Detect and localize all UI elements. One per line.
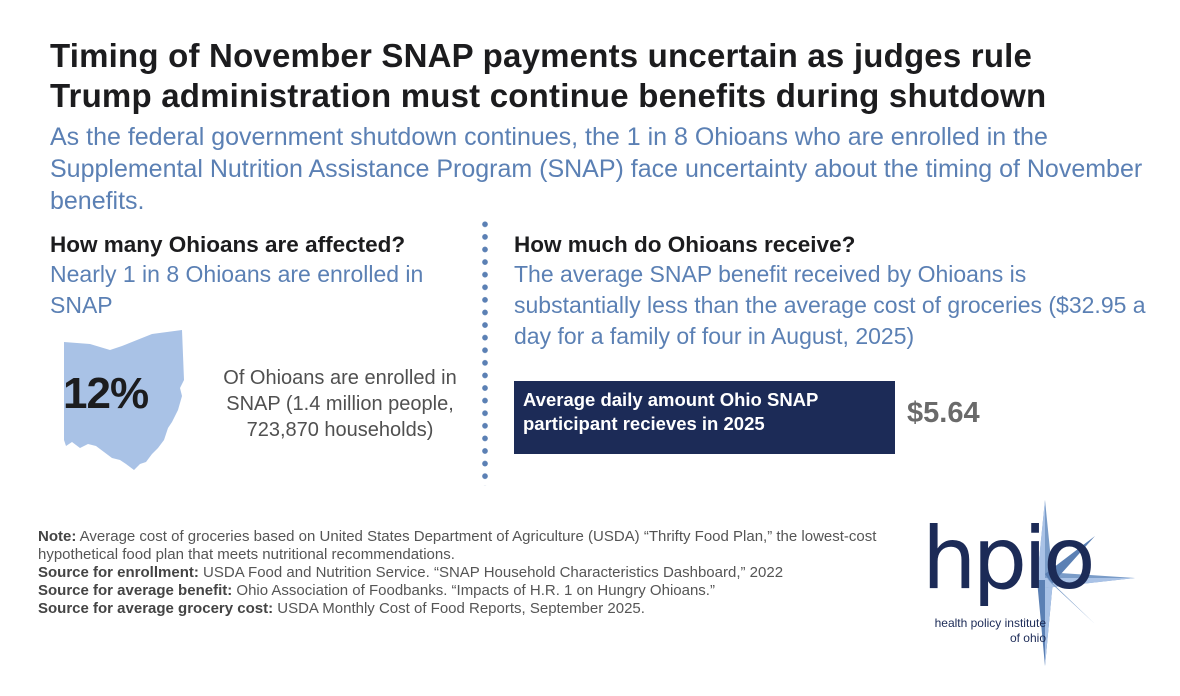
- compass-star-icon: [1037, 500, 1135, 666]
- source-benefit-line: Source for average benefit: Ohio Associa…: [38, 582, 715, 599]
- right-heading: How much do Ohioans receive?: [514, 232, 856, 257]
- benefit-label-box: Average daily amount Ohio SNAP participa…: [514, 381, 895, 454]
- source-grocery-line: Source for average grocery cost: USDA Mo…: [38, 600, 645, 617]
- left-subheading: Nearly 1 in 8 Ohioans are enrolled in SN…: [50, 261, 424, 318]
- title-line-1: Timing of November SNAP payments uncerta…: [50, 37, 1033, 74]
- note-line: Note: Average cost of groceries based on…: [38, 528, 877, 563]
- left-heading: How many Ohioans are affected?: [50, 232, 406, 257]
- title-line-2: Trump administration must continue benef…: [50, 77, 1047, 114]
- benefit-amount: $5.64: [907, 397, 980, 429]
- ohio-map-icon: [64, 330, 184, 470]
- notes-sources: Note: Average cost of groceries based on…: [38, 528, 918, 618]
- dotted-divider: [482, 218, 488, 486]
- page-title: Timing of November SNAP payments uncerta…: [50, 36, 1150, 116]
- hpio-logo-subtitle: health policy institute of ohio: [934, 616, 1046, 645]
- stat-percent: 12%: [63, 369, 149, 418]
- intro-text: As the federal government shutdown conti…: [50, 123, 1143, 215]
- hpio-logo-wordmark: hpio: [922, 509, 1096, 609]
- source-enrollment-line: Source for enrollment: USDA Food and Nut…: [38, 564, 784, 581]
- right-subheading: The average SNAP benefit received by Ohi…: [514, 261, 1146, 349]
- stat-description: Of Ohioans are enrolled in SNAP (1.4 mil…: [223, 367, 457, 441]
